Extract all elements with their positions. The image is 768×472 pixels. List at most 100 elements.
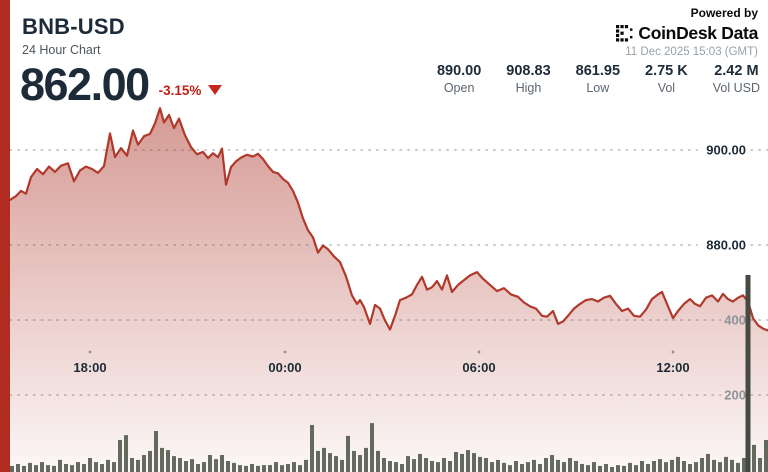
volume-bar bbox=[700, 458, 704, 472]
volume-bar bbox=[238, 465, 242, 472]
volume-bar bbox=[520, 464, 524, 472]
chart-timestamp: 11 Dec 2025 15:03 (GMT) bbox=[625, 46, 758, 58]
volume-bar bbox=[10, 465, 14, 472]
volume-bar bbox=[82, 464, 86, 472]
stat-volume-usd-value: 2.42 M bbox=[714, 63, 759, 79]
volume-bar bbox=[532, 459, 536, 472]
volume-bar bbox=[562, 462, 566, 472]
volume-axis-label: 200 bbox=[724, 388, 746, 403]
volume-bar bbox=[448, 461, 452, 472]
volume-bar bbox=[52, 465, 56, 472]
stat-volume-usd: 2.42 M Vol USD bbox=[713, 63, 760, 95]
left-accent-bar bbox=[0, 0, 10, 472]
volume-bar bbox=[16, 464, 20, 472]
volume-bar bbox=[670, 459, 674, 472]
coindesk-data-link[interactable]: CoinDesk Data bbox=[616, 23, 758, 44]
volume-bar bbox=[196, 464, 200, 472]
coindesk-logo-icon bbox=[616, 25, 633, 42]
powered-by-label: Powered by bbox=[690, 6, 758, 20]
header: BNB-USD 24 Hour Chart 862.00 -3.15% bbox=[20, 14, 223, 110]
x-axis-label: 00:00 bbox=[268, 360, 301, 375]
volume-bar bbox=[514, 461, 518, 472]
volume-bar bbox=[592, 462, 596, 472]
volume-bar bbox=[634, 465, 638, 472]
volume-bar bbox=[478, 456, 482, 472]
stat-low: 861.95 Low bbox=[576, 63, 620, 95]
volume-bar bbox=[208, 455, 212, 472]
volume-bar bbox=[454, 452, 458, 472]
volume-bar bbox=[352, 450, 356, 472]
volume-bar bbox=[76, 462, 80, 472]
volume-bar bbox=[442, 458, 446, 472]
volume-bar bbox=[232, 462, 236, 472]
volume-bar bbox=[400, 464, 404, 472]
volume-bar bbox=[160, 447, 164, 472]
stat-open: 890.00 Open bbox=[437, 63, 481, 95]
brand-name: CoinDesk Data bbox=[638, 23, 758, 43]
volume-bar bbox=[322, 447, 326, 472]
volume-bar bbox=[118, 440, 122, 472]
volume-bar bbox=[640, 461, 644, 472]
volume-bar bbox=[472, 453, 476, 472]
volume-bar bbox=[586, 465, 590, 472]
stat-low-label: Low bbox=[586, 81, 610, 95]
volume-bar bbox=[758, 458, 762, 472]
volume-bar bbox=[124, 435, 128, 472]
last-price: 862.00 bbox=[20, 59, 150, 110]
volume-bar bbox=[580, 464, 584, 472]
volume-bar bbox=[496, 459, 500, 472]
volume-bar bbox=[184, 461, 188, 472]
stat-open-value: 890.00 bbox=[436, 63, 482, 79]
stat-volume-usd-label: Vol USD bbox=[712, 81, 760, 95]
volume-bar bbox=[220, 455, 224, 472]
volume-bar bbox=[244, 465, 248, 472]
volume-bar bbox=[460, 453, 464, 472]
stat-volume: 2.75 K Vol bbox=[645, 63, 688, 95]
volume-bar bbox=[112, 462, 116, 472]
price-line bbox=[8, 107, 768, 332]
volume-bar bbox=[202, 462, 206, 472]
volume-bar bbox=[538, 464, 542, 472]
volume-bar bbox=[622, 465, 626, 472]
volume-bar bbox=[658, 459, 662, 472]
x-axis-label: 12:00 bbox=[656, 360, 689, 375]
volume-bar bbox=[718, 462, 722, 472]
volume-bar bbox=[752, 444, 756, 472]
stat-low-value: 861.95 bbox=[575, 63, 621, 79]
chart-period-subtitle: 24 Hour Chart bbox=[22, 43, 101, 57]
volume-bar bbox=[764, 440, 768, 472]
volume-bar bbox=[664, 462, 668, 472]
volume-bar bbox=[394, 462, 398, 472]
volume-bar bbox=[424, 458, 428, 472]
price-change-percent: -3.15% bbox=[158, 83, 202, 98]
volume-bar bbox=[742, 458, 746, 472]
volume-bar bbox=[280, 465, 284, 472]
volume-bar bbox=[166, 450, 170, 472]
volume-bar bbox=[712, 459, 716, 472]
stat-volume-value: 2.75 K bbox=[645, 63, 688, 79]
volume-bar bbox=[346, 435, 350, 472]
volume-bar bbox=[466, 450, 470, 472]
volume-bar bbox=[46, 465, 50, 472]
volume-bar bbox=[604, 464, 608, 472]
volume-bar bbox=[616, 465, 620, 472]
latest-volume-bar bbox=[745, 275, 751, 472]
volume-bar bbox=[130, 458, 134, 472]
volume-bar bbox=[214, 459, 218, 472]
volume-bar bbox=[694, 462, 698, 472]
volume-bar bbox=[340, 459, 344, 472]
volume-bar bbox=[256, 465, 260, 472]
volume-bar bbox=[148, 450, 152, 472]
x-axis-label: 18:00 bbox=[73, 360, 106, 375]
volume-bar bbox=[262, 465, 266, 472]
volume-bar bbox=[676, 456, 680, 472]
volume-bar bbox=[268, 465, 272, 472]
volume-bar bbox=[388, 461, 392, 472]
volume-bar bbox=[598, 465, 602, 472]
volume-bar bbox=[94, 462, 98, 472]
volume-bar bbox=[652, 461, 656, 472]
volume-bar bbox=[292, 462, 296, 472]
volume-bar bbox=[274, 462, 278, 472]
volume-bar bbox=[550, 455, 554, 472]
